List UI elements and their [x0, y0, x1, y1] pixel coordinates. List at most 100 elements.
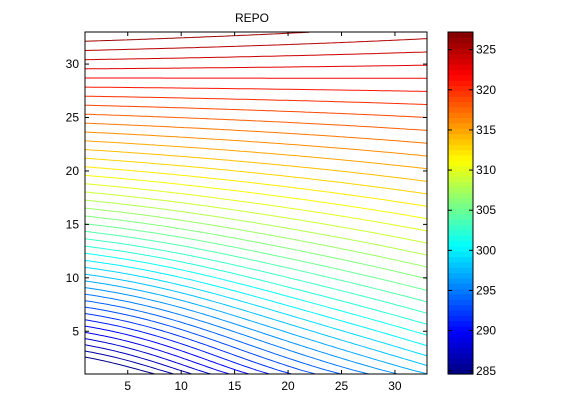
- colorbar-swatch: [448, 112, 473, 119]
- colorbar-swatch: [448, 240, 473, 247]
- colorbar-swatch: [448, 37, 473, 44]
- colorbar-swatch: [448, 272, 473, 279]
- colorbar-swatch: [448, 192, 473, 199]
- contour-line-320: [85, 95, 428, 105]
- colorbar-swatch: [448, 299, 473, 306]
- colorbar-swatch: [448, 144, 473, 151]
- colorbar-swatch: [448, 106, 473, 113]
- y-tick-label: 25: [66, 111, 80, 125]
- x-tick-label: 25: [335, 379, 349, 393]
- contour-line-296: [84, 287, 398, 375]
- y-tick-label: 10: [66, 271, 80, 285]
- contour-line-295: [85, 293, 369, 375]
- colorbar-swatch: [448, 138, 473, 145]
- colorbar-swatch: [448, 347, 473, 354]
- x-tick-label: 15: [228, 379, 242, 393]
- contour-line-323: [84, 64, 427, 70]
- colorbar-swatch: [448, 341, 473, 348]
- x-tick-label: 10: [175, 379, 189, 393]
- colorbar-swatch: [448, 53, 473, 60]
- colorbar-swatch: [448, 48, 473, 54]
- colorbar-tick-label: 290: [476, 324, 496, 338]
- colorbar-swatch: [448, 277, 473, 284]
- contour-plot-area: [84, 31, 428, 375]
- contour-line-318: [84, 113, 428, 131]
- colorbar-tick-label: 285: [476, 364, 496, 378]
- x-tick-label: 30: [388, 379, 402, 393]
- contour-line-292: [84, 313, 292, 375]
- contour-line-316: [84, 131, 428, 157]
- colorbar-swatch: [448, 288, 473, 295]
- colorbar-swatch: [448, 304, 473, 311]
- contour-line-290: [84, 325, 249, 375]
- colorbar-swatch: [448, 128, 473, 135]
- contour-line-285: [84, 356, 156, 375]
- chart-title: REPO: [235, 11, 269, 25]
- colorbar-frame: [447, 31, 474, 375]
- contour-line-298: [84, 273, 428, 366]
- colorbar-swatch: [448, 283, 473, 290]
- contour-line-317: [84, 122, 428, 144]
- y-tick-label: 20: [66, 164, 80, 178]
- colorbar-tick-label: 300: [476, 243, 496, 257]
- colorbar-swatch: [448, 256, 473, 263]
- colorbar-swatch: [448, 229, 473, 236]
- colorbar-swatch: [448, 42, 473, 49]
- x-tick-label: 5: [124, 379, 131, 393]
- colorbar-swatch: [448, 320, 473, 327]
- contour-line-299: [84, 266, 428, 357]
- colorbar-tick-label: 325: [476, 43, 496, 57]
- colorbar-swatch: [448, 213, 473, 220]
- contour-line-321: [85, 86, 427, 92]
- colorbar-swatch: [448, 245, 473, 252]
- contour-line-325: [84, 38, 428, 51]
- colorbar-swatch: [448, 235, 473, 242]
- plot-frame: [84, 31, 428, 375]
- x-axis: 5 10 15 20 25 30: [124, 32, 402, 393]
- colorbar-swatch: [448, 160, 473, 167]
- colorbar-swatch: [448, 352, 473, 359]
- colorbar-swatch: [448, 96, 473, 103]
- colorbar-swatch: [448, 64, 473, 71]
- colorbar-swatch: [448, 357, 473, 364]
- colorbar-swatch: [448, 176, 473, 183]
- colorbar-swatch: [448, 101, 473, 108]
- colorbar-swatch: [448, 219, 473, 225]
- colorbar-swatch: [448, 336, 473, 343]
- colorbar-swatch: [448, 85, 473, 92]
- colorbar-swatch: [448, 149, 473, 156]
- colorbar-swatch: [448, 133, 473, 140]
- y-tick-label: 30: [66, 57, 80, 71]
- colorbar-swatch: [448, 325, 473, 332]
- colorbar-swatch: [448, 122, 473, 129]
- colorbar-swatch: [448, 251, 473, 258]
- colorbar-tick-label: 315: [476, 123, 496, 137]
- colorbar-swatch: [448, 197, 473, 204]
- colorbar-tick-label: 305: [476, 203, 496, 217]
- contour-line-301: [84, 252, 428, 336]
- colorbar-swatch: [448, 363, 473, 370]
- contour-line-293: [84, 306, 316, 375]
- contour-line-306: [84, 215, 428, 280]
- colorbar-tick-label: 320: [476, 83, 496, 97]
- contour-line-286: [84, 350, 174, 375]
- contour-line-326: [84, 31, 310, 42]
- contour-line-307: [84, 207, 428, 268]
- contour-line-314: [84, 149, 428, 182]
- contour-line-308: [84, 199, 428, 256]
- contour-line-324: [84, 51, 428, 61]
- colorbar-swatch: [448, 154, 473, 161]
- colorbar-swatch: [448, 261, 473, 268]
- x-tick-label: 20: [281, 379, 295, 393]
- y-tick-label: 5: [72, 324, 79, 338]
- colorbar-swatch: [448, 331, 473, 338]
- colorbar-swatch: [448, 69, 473, 76]
- contour-line-305: [84, 223, 428, 291]
- colorbar-swatch: [448, 315, 473, 322]
- colorbar-swatch: [448, 58, 473, 65]
- contour-line-312: [84, 166, 428, 207]
- colorbar-swatch: [448, 293, 473, 300]
- contour-line-315: [84, 140, 428, 170]
- colorbar-swatch: [448, 309, 473, 316]
